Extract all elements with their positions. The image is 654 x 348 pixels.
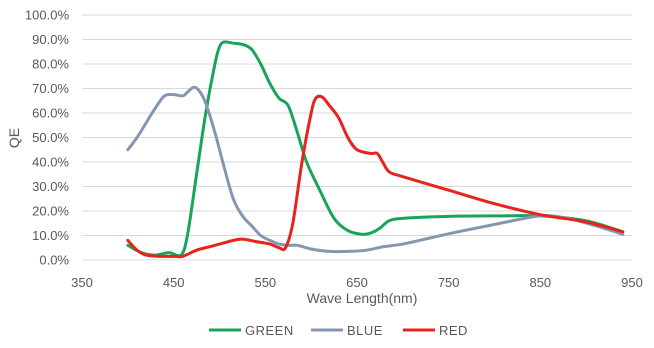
y-tick-label: 80.0% bbox=[32, 57, 69, 72]
y-tick-label: 20.0% bbox=[32, 204, 69, 219]
x-tick-label: 850 bbox=[529, 275, 551, 290]
x-tick-label: 750 bbox=[438, 275, 460, 290]
y-axis-title: QE bbox=[6, 128, 22, 148]
y-tick-label: 90.0% bbox=[32, 32, 69, 47]
y-tick-labels: 0.0% 10.0% 20.0% 30.0% 40.0% 50.0% 60.0% 70.0% 8… bbox=[25, 8, 70, 268]
x-tick-labels: 350 450 550 650 750 850 950 bbox=[71, 275, 643, 290]
x-axis-title: Wave Length(nm) bbox=[307, 290, 418, 306]
series-line-green bbox=[126, 40, 625, 258]
legend-label-green: GREEN bbox=[245, 323, 294, 338]
series-lines bbox=[126, 40, 625, 259]
legend-item-blue: BLUE bbox=[311, 323, 383, 338]
y-tick-label: 40.0% bbox=[32, 155, 69, 170]
legend-item-green: GREEN bbox=[209, 323, 294, 338]
y-tick-label: 70.0% bbox=[32, 81, 69, 96]
x-tick-label: 950 bbox=[621, 275, 643, 290]
x-tick-label: 350 bbox=[71, 275, 93, 290]
y-tick-label: 30.0% bbox=[32, 179, 69, 194]
y-tick-label: 10.0% bbox=[32, 228, 69, 243]
y-tick-label: 0.0% bbox=[39, 253, 69, 268]
x-tick-label: 550 bbox=[254, 275, 276, 290]
gridlines bbox=[82, 14, 632, 261]
x-tick-label: 450 bbox=[163, 275, 185, 290]
y-tick-label: 100.0% bbox=[25, 8, 70, 23]
legend-label-red: RED bbox=[439, 323, 468, 338]
y-tick-label: 60.0% bbox=[32, 106, 69, 121]
x-tick-label: 650 bbox=[346, 275, 368, 290]
legend-label-blue: BLUE bbox=[347, 323, 383, 338]
y-tick-label: 50.0% bbox=[32, 130, 69, 145]
series-line-red bbox=[126, 94, 625, 259]
legend-item-red: RED bbox=[403, 323, 468, 338]
series-line-blue bbox=[126, 85, 625, 254]
legend: GREEN BLUE RED bbox=[209, 323, 468, 338]
